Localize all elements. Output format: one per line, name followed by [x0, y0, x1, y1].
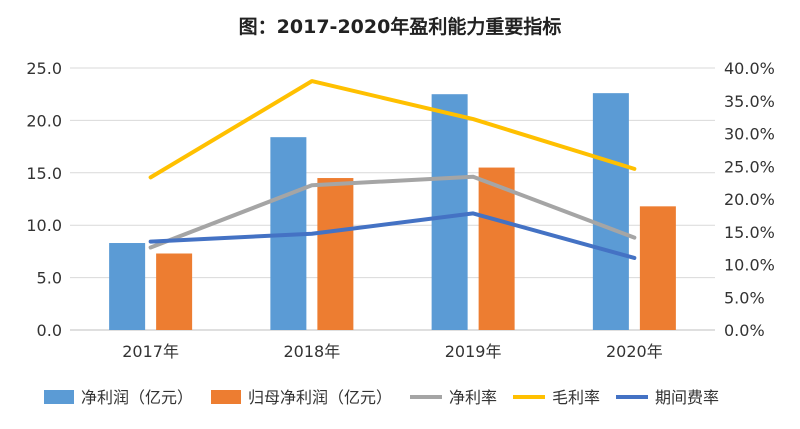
left-tick-label: 0.0 [37, 321, 62, 340]
bar [431, 94, 468, 330]
legend-label: 归母净利润（亿元） [248, 388, 392, 407]
series-line [148, 79, 637, 180]
legend-label: 净利率 [449, 388, 497, 407]
bar [156, 253, 193, 330]
right-axis: 0.0% 5.0% 10.0% 15.0% 20.0% 25.0% 30.0% 35.0% 40… [724, 59, 775, 340]
left-axis: 0.0 5.0 10.0 15.0 20.0 25.0 [26, 59, 62, 340]
right-tick-label: 0.0% [724, 321, 765, 340]
bar [317, 178, 354, 330]
x-tick-label: 2020年 [606, 342, 663, 361]
series-line [148, 211, 637, 260]
legend-label: 期间费率 [655, 388, 719, 407]
bars [109, 93, 676, 330]
right-tick-label: 30.0% [724, 125, 775, 144]
right-tick-label: 15.0% [724, 223, 775, 242]
right-tick-label: 25.0% [724, 157, 775, 176]
bar [478, 167, 515, 330]
x-axis: 2017年 2018年 2019年 2020年 [122, 342, 662, 361]
right-tick-label: 20.0% [724, 190, 775, 209]
left-tick-label: 10.0 [26, 216, 62, 235]
legend: 净利润（亿元） 归母净利润（亿元） 净利率 毛利率 期间费率 [44, 388, 719, 407]
bar [592, 93, 629, 330]
legend-swatch [211, 390, 241, 404]
left-tick-label: 25.0 [26, 59, 62, 78]
right-tick-label: 35.0% [724, 92, 775, 111]
series-line [148, 174, 637, 250]
left-tick-label: 5.0 [37, 269, 62, 288]
lines [148, 79, 637, 260]
legend-label: 净利润（亿元） [81, 388, 193, 407]
legend-label: 毛利率 [552, 388, 600, 407]
left-tick-label: 20.0 [26, 111, 62, 130]
right-tick-label: 5.0% [724, 288, 765, 307]
bar [639, 206, 676, 330]
chart-title: 图：2017-2020年盈利能力重要指标 [239, 15, 562, 38]
right-tick-label: 10.0% [724, 256, 775, 275]
bar [109, 243, 146, 330]
x-tick-label: 2019年 [445, 342, 502, 361]
legend-swatch [44, 390, 74, 404]
x-tick-label: 2018年 [284, 342, 341, 361]
x-tick-label: 2017年 [122, 342, 179, 361]
right-tick-label: 40.0% [724, 59, 775, 78]
left-tick-label: 15.0 [26, 164, 62, 183]
